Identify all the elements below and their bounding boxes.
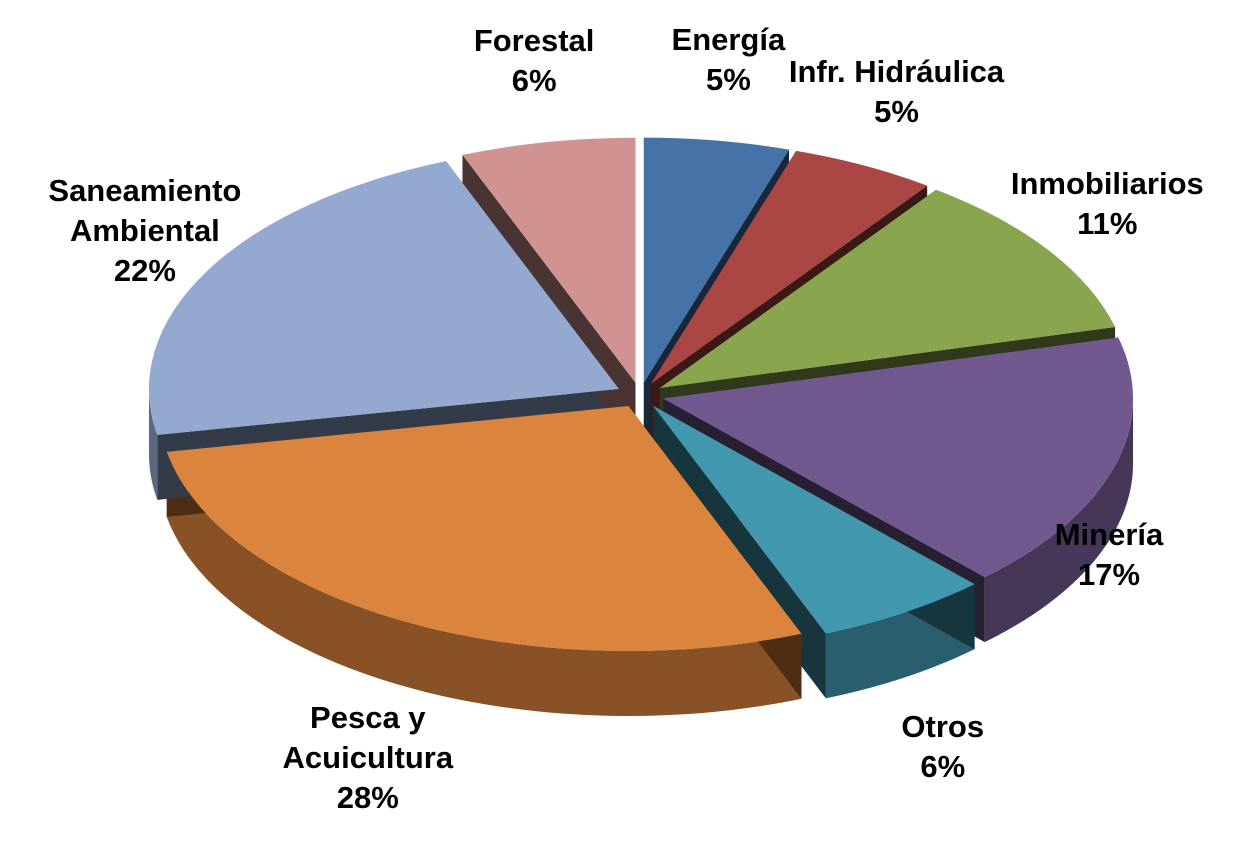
- data-label: Otros 6%: [808, 707, 1078, 787]
- slice: [462, 137, 636, 383]
- slice: [148, 161, 619, 435]
- data-label: Forestal 6%: [399, 21, 669, 101]
- value-label: 22%: [113, 253, 176, 289]
- data-label: Infr. Hidráulica 5%: [762, 52, 1032, 132]
- slice-side: [984, 398, 1134, 643]
- slice: [650, 150, 928, 384]
- category-label: Minería: [1054, 516, 1164, 552]
- category-label: Saneamiento Ambiental: [48, 173, 242, 249]
- slice: [659, 189, 1116, 388]
- slice: [652, 405, 975, 634]
- value-label: 6%: [511, 63, 557, 99]
- data-label: Minería 17%: [974, 515, 1244, 595]
- slice: [643, 137, 789, 383]
- category-label: Forestal: [473, 23, 595, 59]
- category-label: Infr. Hidráulica: [788, 54, 1005, 90]
- value-label: 17%: [1077, 556, 1141, 592]
- value-label: 11%: [1077, 205, 1138, 241]
- category-label: Inmobiliarios: [1010, 165, 1204, 201]
- category-label: Energía: [671, 22, 786, 57]
- value-label: 5%: [705, 62, 751, 97]
- data-label: Energía 5%: [593, 20, 863, 100]
- category-label: Pesca y Acuicultura: [282, 699, 454, 775]
- value-label: 5%: [874, 94, 919, 130]
- slice-side: [166, 451, 802, 716]
- slice: [663, 337, 1134, 578]
- tops: [148, 137, 1134, 651]
- data-label: Pesca y Acuicultura 28%: [233, 698, 503, 818]
- slice-side: [148, 388, 158, 500]
- data-label: Saneamiento Ambiental 22%: [10, 171, 280, 291]
- data-label: Inmobiliarios 11%: [972, 164, 1242, 244]
- value-label: 28%: [336, 779, 399, 815]
- category-label: Otros: [901, 709, 985, 745]
- value-label: 6%: [920, 749, 966, 785]
- slice: [166, 405, 802, 651]
